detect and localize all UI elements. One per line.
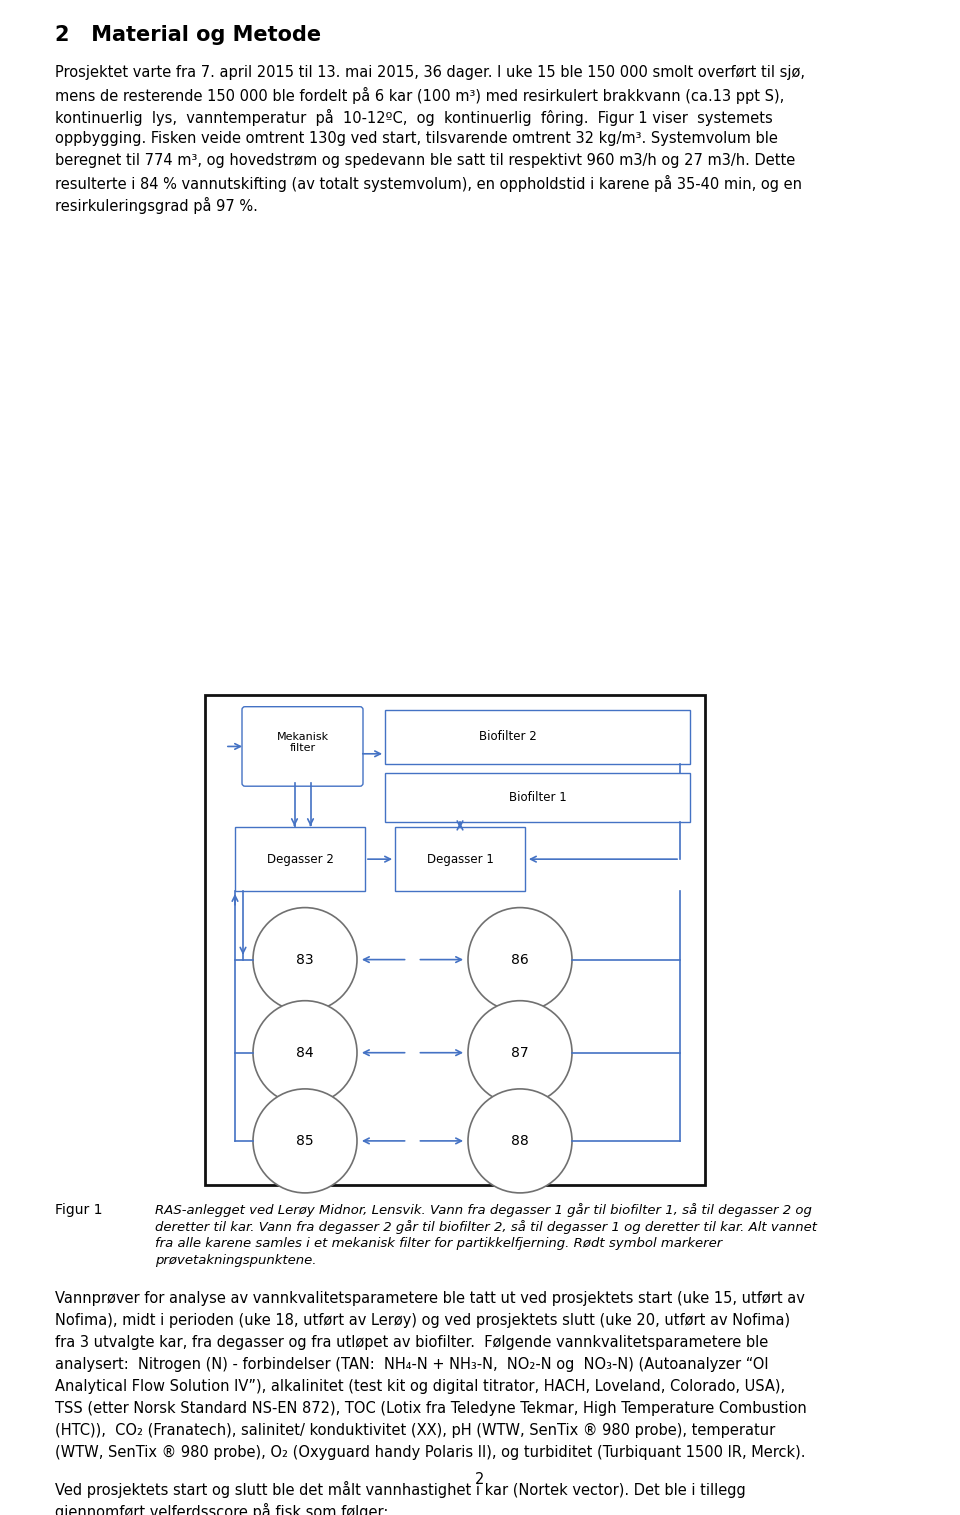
Text: Prosjektet varte fra 7. april 2015 til 13. mai 2015, 36 dager. I uke 15 ble 150 : Prosjektet varte fra 7. april 2015 til 1… bbox=[55, 65, 805, 80]
Bar bbox=[385, 709, 690, 764]
Circle shape bbox=[468, 1089, 572, 1192]
Text: 88: 88 bbox=[511, 1133, 529, 1148]
Text: resulterte i 84 % vannutskifting (av totalt systemvolum), en oppholdstid i karen: resulterte i 84 % vannutskifting (av tot… bbox=[55, 176, 802, 192]
Text: deretter til kar. Vann fra degasser 2 går til biofilter 2, så til degasser 1 og : deretter til kar. Vann fra degasser 2 gå… bbox=[155, 1220, 817, 1235]
Circle shape bbox=[468, 907, 572, 1012]
Circle shape bbox=[253, 1089, 357, 1192]
Text: gjennomført velferdsscore på fisk som følger:: gjennomført velferdsscore på fisk som fø… bbox=[55, 1503, 389, 1515]
Text: (HTC)),  CO₂ (Franatech), salinitet/ konduktivitet (XX), pH (WTW, SenTix ® 980 p: (HTC)), CO₂ (Franatech), salinitet/ kond… bbox=[55, 1423, 776, 1438]
Text: analysert:  Nitrogen (N) - forbindelser (TAN:  NH₄-N + NH₃-N,  NO₂-N og  NO₃-N) : analysert: Nitrogen (N) - forbindelser (… bbox=[55, 1357, 769, 1373]
Text: 2   Material og Metode: 2 Material og Metode bbox=[55, 26, 322, 45]
Text: 84: 84 bbox=[297, 1045, 314, 1059]
Bar bbox=[235, 827, 365, 891]
FancyBboxPatch shape bbox=[242, 706, 363, 786]
Text: Vannprøver for analyse av vannkvalitetsparametere ble tatt ut ved prosjektets st: Vannprøver for analyse av vannkvalitetsp… bbox=[55, 1291, 804, 1306]
Bar bbox=[205, 695, 705, 1185]
Text: Mekanisk
filter: Mekanisk filter bbox=[276, 732, 328, 753]
Text: 2: 2 bbox=[475, 1473, 485, 1488]
Text: 85: 85 bbox=[297, 1133, 314, 1148]
Text: Nofima), midt i perioden (uke 18, utført av Lerøy) og ved prosjektets slutt (uke: Nofima), midt i perioden (uke 18, utført… bbox=[55, 1314, 790, 1329]
Text: fra alle karene samles i et mekanisk filter for partikkelfjerning. Rødt symbol m: fra alle karene samles i et mekanisk fil… bbox=[155, 1238, 722, 1250]
Text: beregnet til 774 m³, og hovedstrøm og spedevann ble satt til respektivt 960 m3/h: beregnet til 774 m³, og hovedstrøm og sp… bbox=[55, 153, 795, 168]
Text: Biofilter 1: Biofilter 1 bbox=[509, 791, 566, 804]
Text: kontinuerlig  lys,  vanntemperatur  på  10-12ºC,  og  kontinuerlig  fôring.  Fig: kontinuerlig lys, vanntemperatur på 10-1… bbox=[55, 109, 773, 126]
Text: Biofilter 2: Biofilter 2 bbox=[479, 730, 537, 744]
Circle shape bbox=[253, 907, 357, 1012]
Circle shape bbox=[253, 1001, 357, 1104]
Text: TSS (etter Norsk Standard NS-EN 872), TOC (Lotix fra Teledyne Tekmar, High Tempe: TSS (etter Norsk Standard NS-EN 872), TO… bbox=[55, 1401, 806, 1417]
Text: oppbygging. Fisken veide omtrent 130g ved start, tilsvarende omtrent 32 kg/m³. S: oppbygging. Fisken veide omtrent 130g ve… bbox=[55, 130, 778, 145]
Bar bbox=[385, 773, 690, 823]
Text: Figur 1: Figur 1 bbox=[55, 1203, 103, 1217]
Text: Analytical Flow Solution IV”), alkalinitet (test kit og digital titrator, HACH, : Analytical Flow Solution IV”), alkalinit… bbox=[55, 1379, 785, 1394]
Text: 87: 87 bbox=[511, 1045, 529, 1059]
Text: prøvetakningspunktene.: prøvetakningspunktene. bbox=[155, 1254, 317, 1267]
Text: Ved prosjektets start og slutt ble det målt vannhastighet i kar (Nortek vector).: Ved prosjektets start og slutt ble det m… bbox=[55, 1482, 746, 1498]
Bar bbox=[395, 827, 525, 891]
Text: mens de resterende 150 000 ble fordelt på 6 kar (100 m³) med resirkulert brakkva: mens de resterende 150 000 ble fordelt p… bbox=[55, 86, 784, 105]
Text: fra 3 utvalgte kar, fra degasser og fra utløpet av biofilter.  Følgende vannkval: fra 3 utvalgte kar, fra degasser og fra … bbox=[55, 1335, 768, 1350]
Circle shape bbox=[468, 1001, 572, 1104]
Text: Degasser 2: Degasser 2 bbox=[267, 853, 333, 865]
Text: RAS-anlegget ved Lerøy Midnor, Lensvik. Vann fra degasser 1 går til biofilter 1,: RAS-anlegget ved Lerøy Midnor, Lensvik. … bbox=[155, 1203, 812, 1217]
Text: 86: 86 bbox=[511, 953, 529, 967]
Text: 83: 83 bbox=[297, 953, 314, 967]
Text: (WTW, SenTix ® 980 probe), O₂ (Oxyguard handy Polaris II), og turbiditet (Turbiq: (WTW, SenTix ® 980 probe), O₂ (Oxyguard … bbox=[55, 1445, 805, 1460]
Text: resirkuleringsgrad på 97 %.: resirkuleringsgrad på 97 %. bbox=[55, 197, 258, 214]
Text: Degasser 1: Degasser 1 bbox=[426, 853, 493, 865]
